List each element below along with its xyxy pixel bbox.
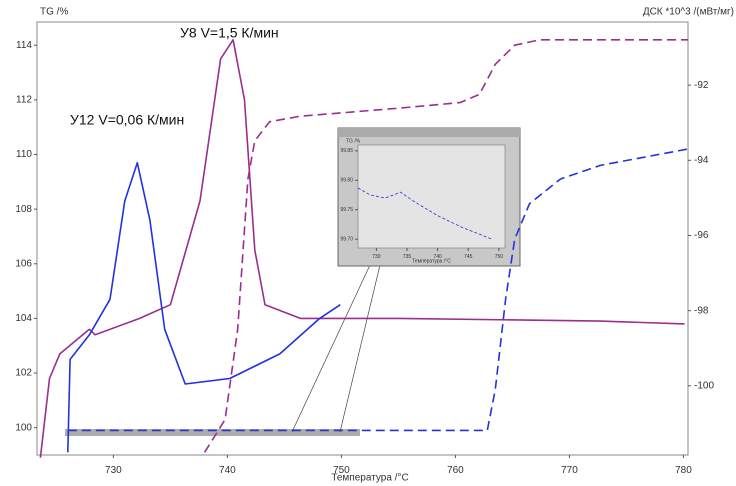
inset-titlebar (338, 128, 520, 137)
annotation: У8 V=1,5 К/мин (180, 25, 279, 41)
inset-y-label: TG /% (346, 138, 361, 144)
x-tick-label: 740 (219, 465, 236, 476)
x-tick-label: 760 (447, 465, 464, 476)
inset-plot (357, 144, 506, 249)
y-tick-label: 108 (15, 204, 32, 215)
y-tick-label: 104 (15, 313, 32, 324)
y-tick-label: 99.70 (340, 236, 353, 242)
y2-tick-label: -96 (694, 230, 709, 241)
x-tick-label: 735 (403, 254, 412, 260)
series-line (67, 161, 341, 453)
series-line (67, 148, 689, 432)
x-tick-label: 730 (105, 465, 122, 476)
y2-tick-label: -92 (694, 80, 709, 91)
annotation: У12 V=0,06 К/мин (70, 112, 184, 128)
leader-line (339, 264, 381, 433)
series-line (39, 39, 685, 458)
y-tick-label: 100 (15, 422, 32, 433)
x-tick-label: 780 (675, 465, 692, 476)
y2-tick-label: -100 (694, 380, 714, 391)
y-tick-label: 114 (16, 40, 32, 51)
x-tick-label: 740 (433, 254, 442, 260)
y-tick-label: 102 (15, 368, 32, 379)
selection-range (65, 429, 360, 436)
y-tick-label: 99.80 (340, 178, 353, 184)
series-line (203, 39, 688, 453)
y2-axis-label: ДСК *10^3 /(мВт/мг) (643, 7, 734, 18)
x-tick-label: 730 (372, 254, 381, 260)
leader-line (291, 264, 371, 433)
y-tick-label: 106 (15, 258, 32, 269)
x-axis-label: Температура /°C (331, 473, 408, 484)
x-tick-label: 750 (333, 465, 350, 476)
y-tick-label: 112 (16, 94, 32, 105)
y-tick-label: 99.85 (340, 148, 353, 154)
y-axis-label: TG /% (40, 7, 68, 18)
x-tick-label: 770 (561, 465, 578, 476)
y2-tick-label: -94 (694, 155, 709, 166)
inset: 730 735 740 745 750 99.70 99.75 99.80 99.85 TG /%… (337, 127, 521, 267)
inset-x-label: Температура /°C (412, 258, 451, 264)
x-tick-label: 750 (495, 254, 504, 260)
y2-tick-label: -98 (694, 305, 709, 316)
series-line (357, 187, 493, 240)
y-tick-label: 99.75 (340, 207, 353, 213)
x-tick-label: 745 (464, 254, 473, 260)
y-tick-label: 110 (16, 149, 32, 160)
